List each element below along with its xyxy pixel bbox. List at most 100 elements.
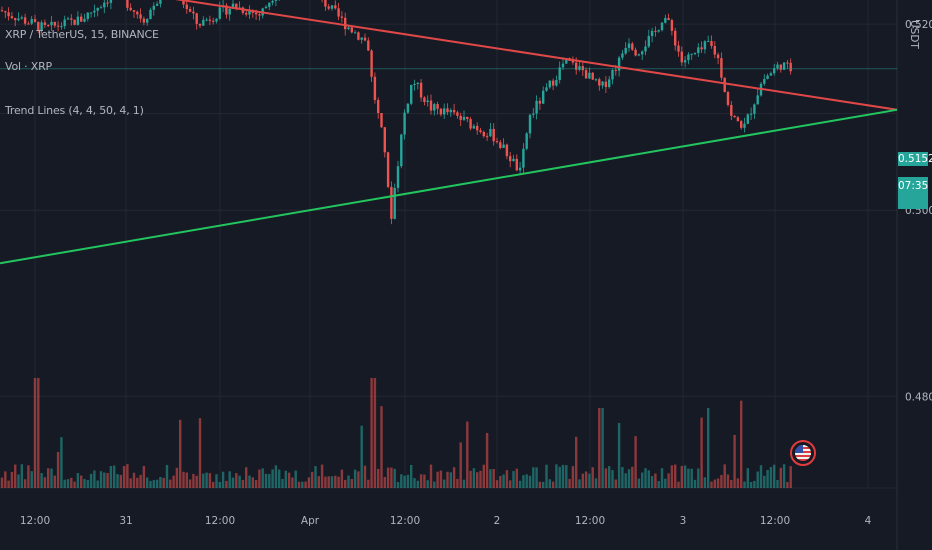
volume-bar [195,475,198,488]
candle-body [482,131,485,137]
candle-body [548,80,551,88]
candle-body [558,67,561,80]
candle-body [413,83,416,85]
candle-body [7,12,10,17]
volume-bar [697,468,700,488]
volume-bar [340,469,344,488]
candle-body [360,37,363,40]
volume-bar [175,467,179,488]
candle-body [726,92,730,105]
volume-bar [617,422,621,488]
volume-bar [528,475,532,488]
volume-bar [122,466,126,488]
volume-bar [360,425,363,488]
volume-bar [479,470,482,488]
volume-bar [93,470,96,488]
volume-bar [568,478,571,488]
volume-bar [789,466,792,488]
volume-bar [139,474,142,488]
time-tick-label: Apr [301,515,320,527]
candle-body [730,104,733,116]
volume-bar [86,480,89,488]
volume-bar [231,477,235,488]
volume-bar [654,473,657,488]
time-tick-label: 2 [494,515,501,527]
candle-body [86,12,89,19]
candle-body [353,32,357,34]
candle-body [357,32,360,40]
volume-bar [228,471,231,488]
candle-body [459,115,462,120]
volume-bar [611,470,614,488]
candle-body [60,26,63,28]
candle-body [581,66,584,71]
volume-bar [759,465,763,488]
candle-body [159,0,162,4]
candle-body [350,27,353,33]
time-tick-label: 12:00 [205,515,235,527]
candle-body [334,5,337,9]
volume-bar [235,473,238,488]
symbol-legend[interactable]: XRP / TetherUS, 15, BINANCE [5,28,159,41]
volume-bar [43,477,47,488]
volume-bar [304,481,307,488]
candle-body [565,58,568,64]
candle-body [766,75,769,79]
volume-bar [726,474,730,488]
volume-bar [723,464,726,488]
candle-body [782,62,786,70]
candle-body [245,12,248,15]
volume-bar [608,466,611,488]
candle-body [693,52,697,54]
candle-body [538,100,542,104]
volume-bar [545,464,548,488]
candle-body [650,30,654,37]
candle-body [703,41,707,50]
volume-bar [716,478,720,488]
candle-body [139,14,142,19]
volume-bar [73,481,76,488]
candle-body [604,81,608,88]
volume-bar [436,471,439,488]
candle-body [17,18,20,21]
volume-bar [720,475,723,488]
us-flag-event-icon[interactable] [790,440,816,466]
volume-bar [344,479,347,488]
candle-body [274,0,278,1]
volume-bar [667,473,670,488]
candle-body [50,21,53,26]
candle-body [509,156,512,162]
candle-body [518,167,522,171]
volume-bar [169,479,172,488]
candle-body [733,115,736,118]
volume-bar [278,469,281,488]
volume-bar [660,468,664,488]
candle-body [4,11,7,13]
candle-body [40,22,43,31]
volume-bar [357,471,360,488]
volume-bar [677,481,680,488]
volume-bar [763,475,766,488]
currency-label[interactable]: USDT [908,20,920,49]
volume-bar [149,480,152,488]
candle-body [449,109,452,113]
trendlines-legend[interactable]: Trend Lines (4, 4, 50, 4, 1) [5,104,144,117]
volume-bar [766,469,769,488]
volume-bar [185,472,188,488]
volume-bar [462,479,466,488]
volume-bar [182,471,185,488]
candle-body [664,18,667,23]
volume-legend[interactable]: Vol · XRP [5,60,52,73]
volume-bar [631,466,634,488]
volume-bar [27,465,30,488]
volume-bar [245,467,248,488]
volume-bar [287,472,291,488]
volume-bar [588,473,591,488]
volume-bar [641,472,644,488]
volume-bar [647,470,650,488]
volume-bar [485,432,489,488]
volume-bar [591,467,594,488]
volume-bar [459,442,462,488]
volume-bar [730,479,733,488]
